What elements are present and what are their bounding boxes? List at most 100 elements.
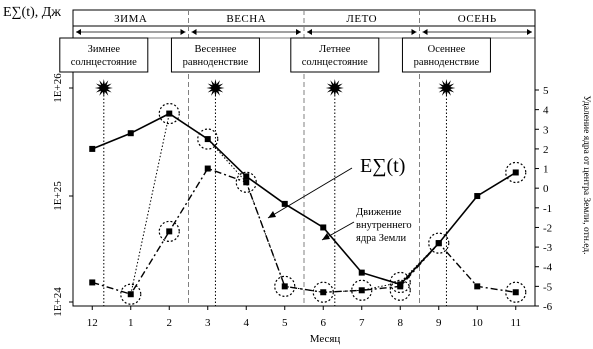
data-point: [320, 224, 327, 231]
highlight-circle: [197, 128, 219, 150]
y-right-tick-label: -6: [543, 301, 553, 313]
event-star: [437, 79, 456, 97]
data-point: [358, 269, 365, 276]
y-right-tick-label: 1: [543, 164, 549, 176]
y-right-tick-label: -3: [543, 242, 553, 254]
event-star: [325, 79, 344, 97]
x-tick-label: 8: [398, 317, 404, 329]
y-right-tick-label: 0: [543, 183, 549, 195]
data-point: [127, 291, 134, 298]
data-point: [512, 169, 519, 176]
season-label: ЗИМА: [114, 13, 147, 25]
y-left-title: E∑(t), Дж: [3, 5, 61, 20]
x-tick-label: 4: [244, 317, 250, 329]
y-right-tick-label: -2: [543, 222, 552, 234]
data-point: [474, 283, 481, 290]
x-tick-label: 5: [282, 317, 288, 329]
highlight-circle: [505, 161, 527, 184]
season-label: ОСЕНЬ: [458, 13, 497, 25]
season-label: ЛЕТО: [346, 13, 377, 25]
y-right-title: Удаление ядра от центра Земли, отн.ед.: [581, 95, 591, 254]
event-label: Весеннее: [194, 44, 236, 55]
x-tick-label: 1: [128, 317, 134, 329]
highlight-circle: [428, 232, 450, 254]
highlight-circle: [274, 275, 296, 297]
data-point: [127, 130, 134, 137]
highlight-circle: [312, 281, 334, 303]
season-arrow-head: [411, 29, 417, 35]
data-point: [281, 200, 288, 207]
x-tick-label: 9: [436, 317, 442, 329]
highlight-circle: [389, 279, 411, 301]
event-box: [170, 37, 260, 73]
event-star: [94, 79, 113, 97]
season-arrow-head: [76, 29, 81, 35]
highlight-circle: [351, 279, 373, 301]
event-label: Летнее: [319, 44, 351, 55]
x-tick-label: 12: [87, 317, 98, 329]
y-right-tick-label: -5: [543, 281, 553, 293]
event-label: Осеннее: [428, 44, 466, 55]
y-right-tick-label: -4: [543, 262, 553, 274]
data-point: [474, 193, 481, 200]
data-point: [166, 110, 173, 117]
data-point: [435, 240, 442, 247]
event-label: равноденствие: [414, 57, 480, 68]
highlight-circle: [505, 281, 527, 303]
data-point: [204, 136, 211, 143]
data-point: [166, 228, 173, 235]
event-box: [59, 37, 149, 73]
season-arrow-head: [422, 29, 428, 35]
y-right-tick-label: -1: [543, 203, 552, 215]
energy-label: E∑(t): [360, 155, 405, 177]
season-arrow-head: [527, 29, 532, 35]
event-label: солнцестояние: [71, 57, 137, 68]
highlight-circle: [120, 283, 142, 305]
data-point: [89, 279, 96, 286]
x-tick-label: 2: [167, 317, 173, 329]
event-box: [401, 37, 491, 73]
event-star: [206, 79, 225, 97]
core-label-1: Движение: [356, 207, 402, 218]
event-label: солнцестояние: [302, 57, 368, 68]
data-point: [397, 283, 404, 290]
data-point: [204, 165, 211, 172]
season-arrow-head: [191, 29, 197, 35]
event-box: [290, 37, 380, 73]
season-arrow-head: [296, 29, 301, 35]
energy-arrow-head: [268, 211, 276, 218]
highlight-circle: [158, 102, 180, 125]
data-point: [243, 173, 250, 180]
y-left-tick-label: 1E+25: [52, 181, 64, 211]
data-point: [512, 289, 519, 296]
core-arrow-head: [322, 233, 330, 240]
highlight-circle: [158, 220, 180, 242]
y-right-tick-label: 5: [543, 85, 549, 97]
x-tick-label: 3: [205, 317, 211, 329]
x-tick-label: 11: [510, 317, 521, 329]
season-arrow-head: [180, 29, 186, 35]
data-point: [89, 145, 96, 152]
season-arrow-head: [307, 29, 312, 35]
data-point: [243, 179, 250, 186]
x-axis-title: Месяц: [310, 333, 341, 345]
highlight-circle: [389, 271, 411, 294]
energy-arrow: [267, 167, 353, 219]
x-tick-label: 6: [321, 317, 327, 329]
y-right-tick-label: 3: [543, 124, 549, 136]
x-tick-label: 10: [472, 317, 484, 329]
season-label: ВЕСНА: [226, 13, 266, 25]
core-label-2: внутреннего: [356, 220, 412, 231]
x-tick-label: 7: [359, 317, 365, 329]
event-label: Зимнее: [88, 44, 121, 55]
series-line: [92, 167, 516, 296]
highlight-circle: [235, 171, 257, 193]
y-right-tick-label: 4: [543, 105, 549, 117]
event-label: равноденствие: [183, 57, 249, 68]
y-right-tick-label: 2: [543, 144, 549, 156]
y-left-tick-label: 1E+26: [52, 73, 64, 103]
core-label-3: ядра Земли: [356, 233, 407, 244]
y-left-tick-label: 1E+24: [52, 287, 64, 317]
